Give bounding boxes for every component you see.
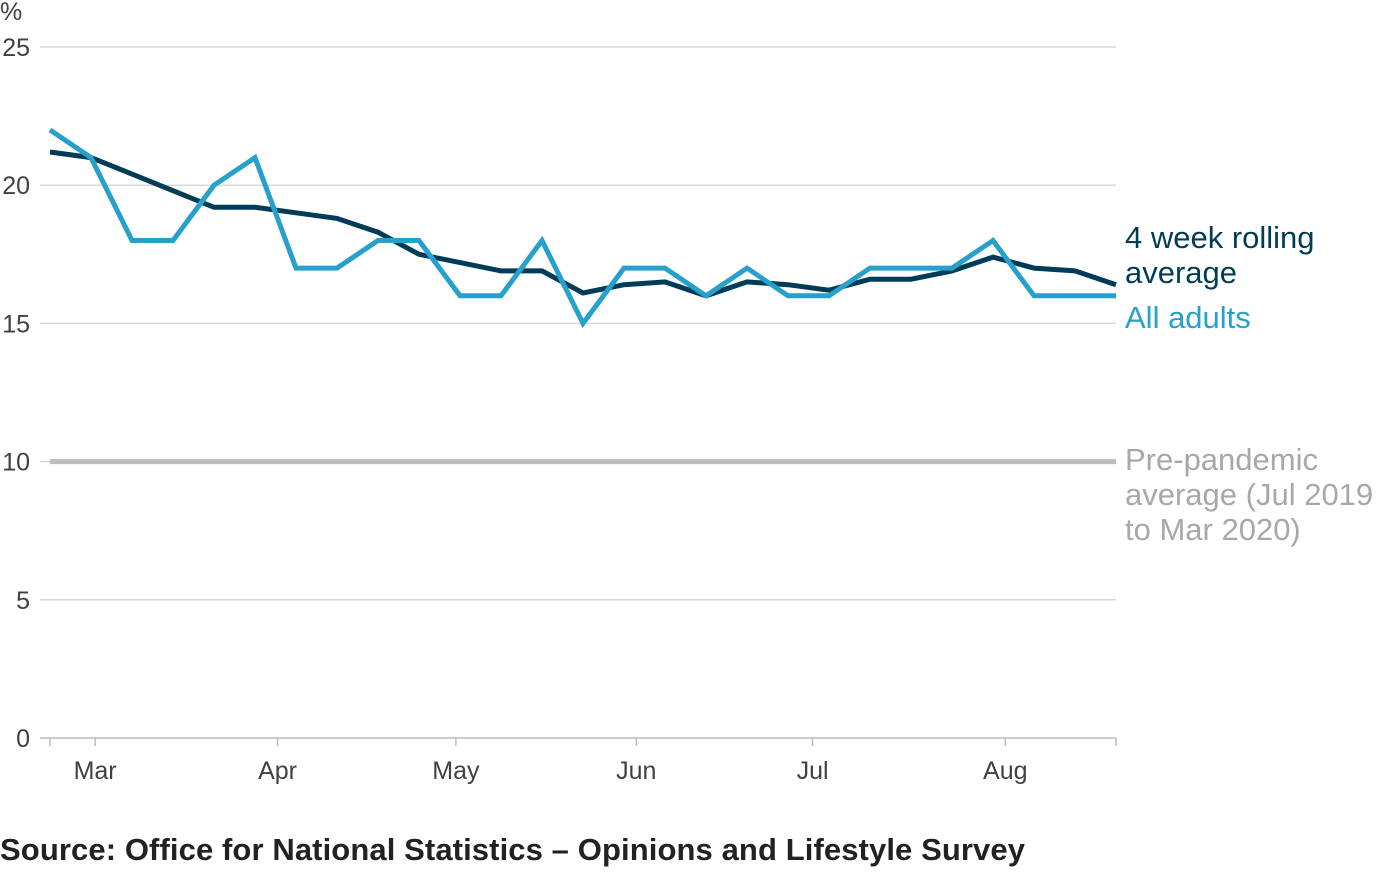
y-tick-label-25: 25 (2, 34, 30, 62)
series-label-pre_pandemic-line-2: to Mar 2020) (1125, 512, 1301, 547)
x-tick-label-Jul: Jul (797, 757, 829, 785)
x-axis: Mar Apr May Jun Jul Aug (40, 737, 1117, 785)
y-tick-label-5: 5 (16, 587, 30, 615)
x-tick-label-May: May (432, 757, 480, 785)
gridlines: 0 5 10 15 20 25 (2, 34, 1116, 753)
x-tick-label-Aug: Aug (983, 757, 1027, 785)
series-label-pre_pandemic-line-0: Pre-pandemic (1125, 442, 1318, 477)
y-tick-label-15: 15 (2, 310, 30, 338)
y-tick-label-0: 0 (16, 725, 30, 753)
source-note: Source: Office for National Statistics –… (0, 832, 1026, 867)
line-chart: 0 5 10 15 20 25 Mar Apr May Jun Jul Aug 4 week rol… (0, 0, 1373, 785)
series-label-all_adults-line-0: All adults (1125, 300, 1251, 335)
y-tick-label-10: 10 (2, 449, 30, 477)
x-tick-label-Jun: Jun (616, 757, 656, 785)
series-label-rolling-line-0: 4 week rolling (1125, 220, 1315, 255)
series-line-all_adults (48, 127, 1116, 329)
series-label-pre_pandemic-line-1: average (Jul 2019 (1125, 477, 1373, 512)
series-label-rolling-line-1: average (1125, 255, 1237, 290)
x-tick-label-Mar: Mar (74, 757, 117, 785)
y-unit-label: % (0, 0, 22, 26)
y-tick-label-20: 20 (2, 172, 30, 200)
series-line-rolling (49, 149, 1117, 299)
series-lines (48, 127, 1117, 465)
x-tick-label-Apr: Apr (258, 757, 297, 785)
